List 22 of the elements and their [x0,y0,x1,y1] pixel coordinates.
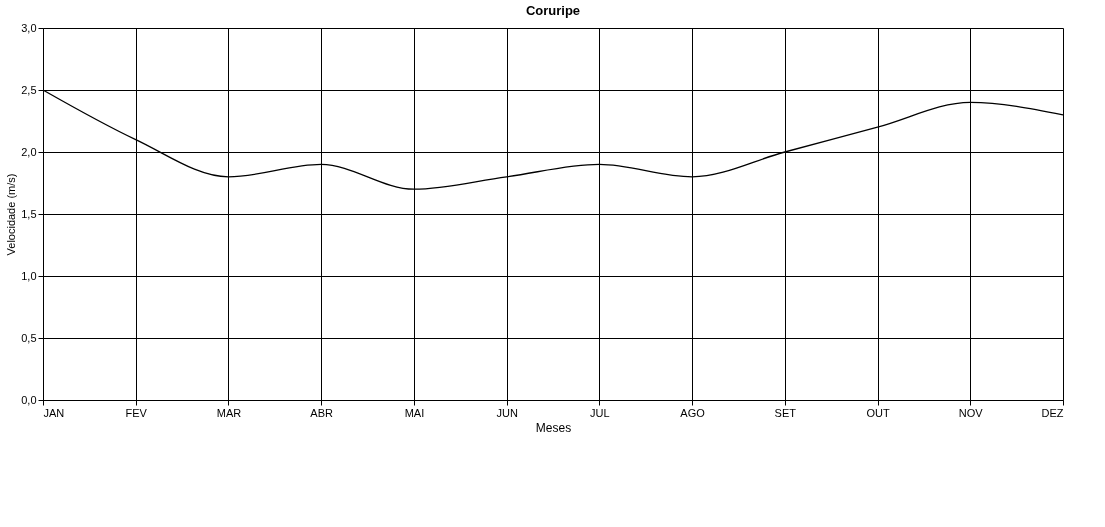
x-tick-label: NOV [958,406,984,419]
x-axis-title: Meses [535,420,572,435]
y-axis-title: Velocidade (m/s) [5,173,18,256]
x-tick-label: ABR [310,406,334,419]
y-tick-label: 2,0 [21,145,37,158]
x-tick-label: DEZ [1041,406,1064,419]
y-tick-label: 0,0 [21,393,37,406]
y-tick-label: 2,5 [21,83,37,96]
x-tick-label: AGO [680,406,706,419]
x-tick-label: JUN [496,406,518,419]
y-tick-label: 0,5 [21,331,37,344]
x-tick-label: MAI [404,406,425,419]
x-tick-label: SET [774,406,797,419]
x-tick-label: JAN [43,406,65,419]
y-tick-label: 1,0 [21,269,37,282]
chart-title: Coruripe [525,3,581,18]
x-tick-label: MAR [216,406,242,419]
x-tick-label: FEV [125,406,148,419]
x-tick-label: OUT [866,406,890,419]
x-tick-label: JUL [590,406,610,419]
y-tick-label: 3,0 [21,21,37,34]
y-tick-label: 1,5 [21,207,37,220]
